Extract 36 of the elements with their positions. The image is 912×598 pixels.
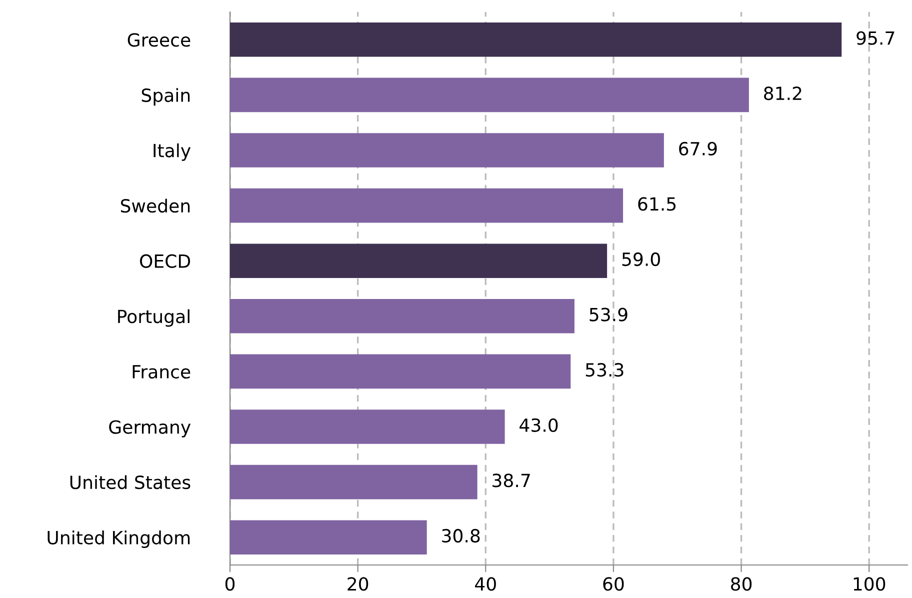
y-tick-label: Germany (109, 420, 191, 438)
y-tick-label: France (132, 365, 190, 379)
bar (230, 410, 505, 444)
y-tick-label: United Kingdom (48, 530, 190, 548)
x-tick-label: 40 (475, 577, 496, 591)
bar (230, 464, 478, 500)
y-tick-label: OECD (140, 254, 190, 268)
y-tick-label: Portugal (118, 309, 190, 327)
data-label: 59.0 (622, 252, 660, 266)
x-tick-label: 80 (731, 577, 752, 591)
data-label: 30.8 (442, 528, 480, 543)
bar (230, 520, 427, 554)
bar (230, 354, 571, 389)
y-tick-label: Italy (154, 143, 191, 161)
data-label: 95.7 (856, 31, 894, 45)
bar (230, 133, 664, 168)
data-label: 53.3 (586, 363, 624, 377)
x-tick-label: 20 (348, 577, 368, 591)
y-tick-label: United States (70, 475, 190, 490)
bar (230, 78, 749, 112)
y-tick-label: Greece (128, 33, 190, 47)
x-tick-label: 0 (225, 577, 235, 591)
data-label: 43.0 (520, 418, 558, 432)
bar (230, 244, 608, 278)
x-tick-label: 100 (854, 577, 886, 591)
bar (230, 188, 624, 223)
data-label: 53.9 (590, 308, 628, 322)
bar (230, 299, 574, 334)
data-label: 81.2 (764, 86, 802, 100)
y-tick-label: Sweden (120, 198, 190, 213)
data-label: 38.7 (492, 474, 530, 488)
y-tick-label: Spain (142, 88, 190, 106)
data-label: 61.5 (638, 197, 676, 211)
bar (230, 22, 842, 57)
x-tick-label: 60 (603, 577, 624, 591)
data-label: 67.9 (679, 142, 717, 156)
